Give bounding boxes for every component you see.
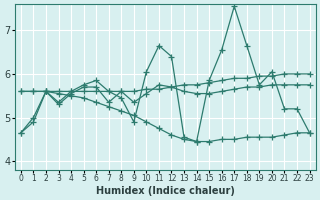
X-axis label: Humidex (Indice chaleur): Humidex (Indice chaleur) xyxy=(96,186,235,196)
